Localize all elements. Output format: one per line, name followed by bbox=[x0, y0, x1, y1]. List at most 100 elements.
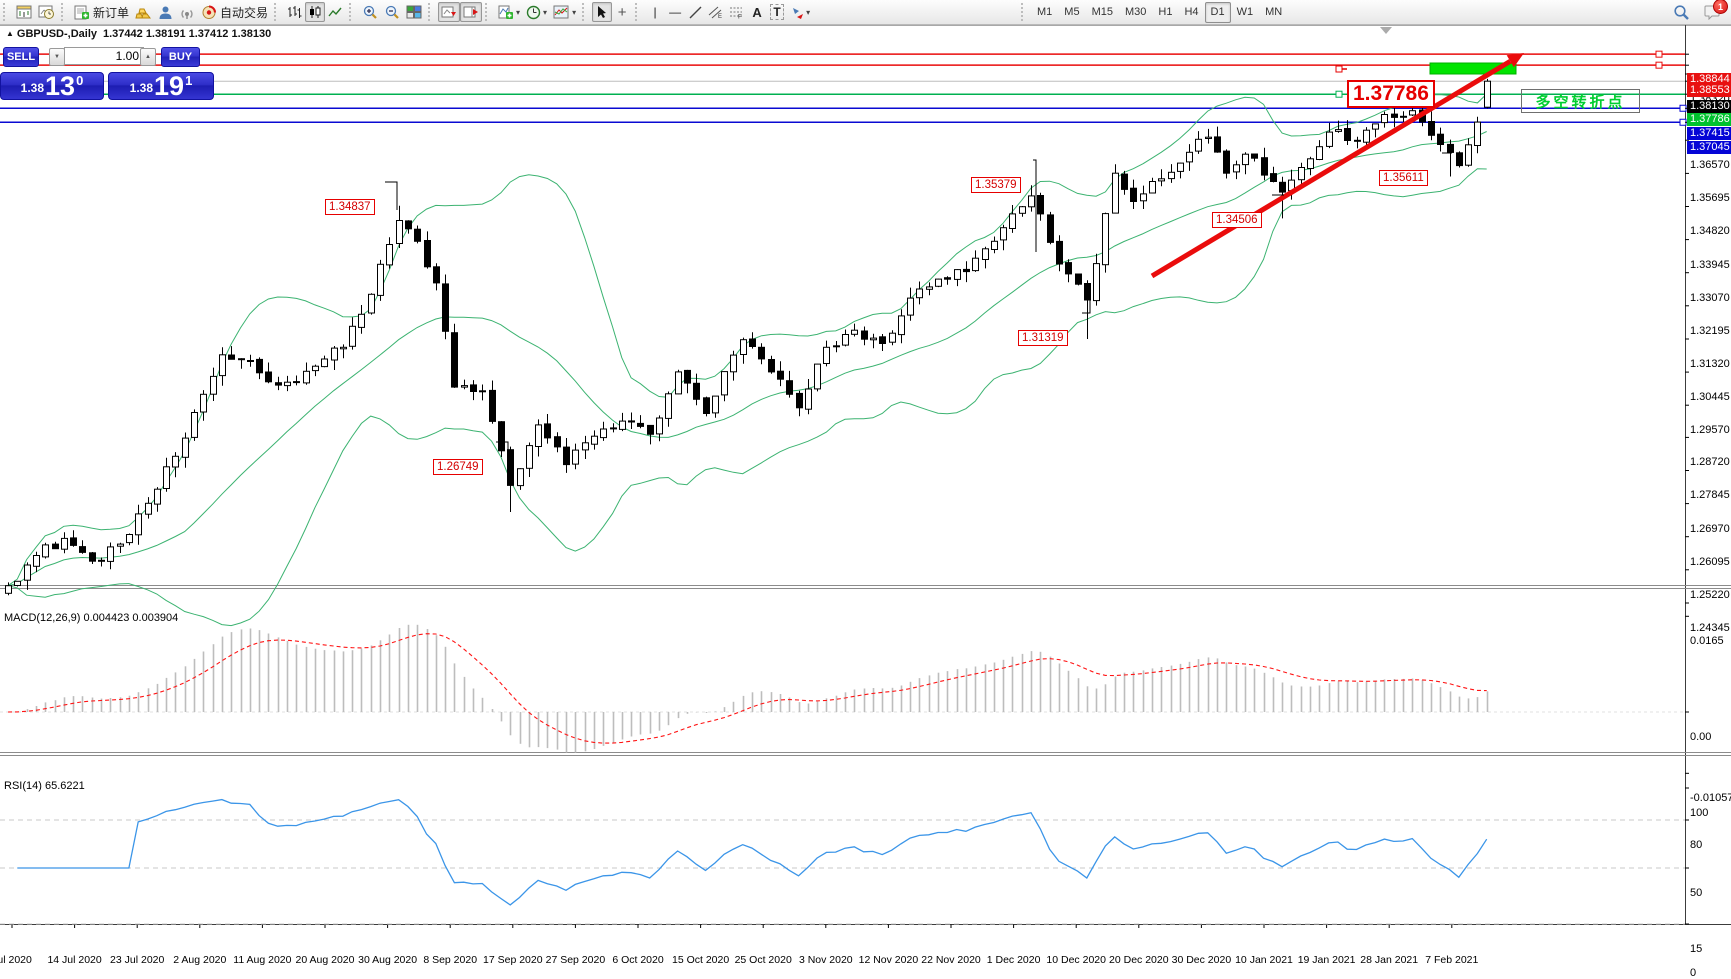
timeframe-button-m1[interactable]: M1 bbox=[1037, 6, 1053, 18]
candlestick-chart-icon bbox=[310, 6, 321, 18]
price-axis-tick: 1.36570 bbox=[1690, 159, 1730, 172]
price-axis-tick: 1.24345 bbox=[1690, 621, 1730, 634]
bar-chart-button[interactable] bbox=[284, 2, 305, 22]
timeframe-button-m15[interactable]: M15 bbox=[1091, 6, 1113, 18]
date-axis-label: 14 Jul 2020 bbox=[47, 954, 102, 966]
rsi-axis-tick: 100 bbox=[1690, 807, 1709, 819]
sell-button[interactable]: SELL bbox=[3, 47, 39, 67]
price-annotation-label[interactable]: 1.31319 bbox=[1018, 330, 1068, 346]
timeframe-button-mn[interactable]: MN bbox=[1265, 6, 1283, 18]
new-chart-button[interactable] bbox=[13, 2, 35, 22]
price-annotation-label[interactable]: 1.35379 bbox=[971, 177, 1021, 193]
toolbar-grip[interactable] bbox=[635, 3, 642, 21]
triangle-down-icon: ▼ bbox=[54, 54, 60, 60]
signals-button[interactable] bbox=[176, 2, 198, 22]
new-order-button[interactable]: 新订单 bbox=[71, 2, 132, 22]
text-tool-button[interactable]: A bbox=[747, 2, 767, 22]
timeframe-button-d1[interactable]: D1 bbox=[1204, 1, 1231, 23]
date-axis-label: 1 Dec 2020 bbox=[986, 954, 1041, 966]
toolbar-grip[interactable] bbox=[61, 3, 68, 21]
price-axis-label-box: 1.38844 bbox=[1687, 72, 1731, 86]
sell-price-display[interactable]: 1.38 13 0 bbox=[0, 72, 104, 100]
timeframe-button-m5[interactable]: M5 bbox=[1064, 6, 1080, 18]
chart-shift-icon bbox=[463, 6, 479, 18]
toolbar-grip[interactable] bbox=[3, 3, 10, 21]
date-axis-label: 6 Oct 2020 bbox=[612, 954, 664, 966]
zoom-in-button[interactable] bbox=[359, 2, 381, 22]
macd-label: MACD(12,26,9) 0.004423 0.003904 bbox=[4, 612, 179, 624]
community-button[interactable] bbox=[155, 2, 176, 22]
price-axis-tick: 1.29570 bbox=[1690, 424, 1730, 437]
notifications-button[interactable]: 1 bbox=[1701, 0, 1728, 22]
crosshair-icon: + bbox=[617, 3, 627, 21]
volume-up-button[interactable]: ▲ bbox=[140, 48, 156, 66]
turning-point-annotation[interactable]: 多空转折点 bbox=[1521, 89, 1640, 113]
candlestick-chart-button[interactable] bbox=[305, 2, 326, 22]
trendline-tool-button[interactable] bbox=[685, 2, 705, 22]
svg-text:F: F bbox=[738, 14, 742, 20]
arrows-tool-button[interactable]: ▾ bbox=[787, 2, 813, 22]
crosshair-tool-button[interactable]: + bbox=[612, 2, 632, 22]
fibonacci-tool-button[interactable]: F bbox=[726, 2, 747, 22]
template-button[interactable]: ▾ bbox=[550, 2, 579, 22]
search-button[interactable] bbox=[1670, 2, 1693, 22]
date-axis-label: 20 Aug 2020 bbox=[295, 954, 355, 966]
line-chart-button[interactable] bbox=[325, 2, 346, 22]
main-toolbar: 新订单 自动交易 ▾ ▾ bbox=[0, 0, 1731, 25]
toolbar-grip[interactable] bbox=[428, 3, 435, 21]
chart-canvas[interactable] bbox=[0, 25, 1731, 943]
price-annotation-label[interactable]: 1.34837 bbox=[325, 199, 375, 215]
cursor-icon bbox=[598, 6, 607, 18]
add-indicator-icon bbox=[498, 5, 514, 19]
auto-scroll-button[interactable] bbox=[438, 2, 461, 22]
zoom-out-button[interactable] bbox=[381, 2, 403, 22]
tile-windows-button[interactable] bbox=[403, 2, 425, 22]
line-chart-icon bbox=[328, 7, 342, 17]
price-annotation-label[interactable]: 1.35611 bbox=[1379, 170, 1428, 186]
notification-badge: 1 bbox=[1713, 0, 1728, 14]
timeframe-button-m30[interactable]: M30 bbox=[1124, 6, 1147, 18]
cursor-tool-button[interactable] bbox=[592, 2, 613, 22]
date-axis-label: Jul 2020 bbox=[0, 954, 32, 966]
price-annotation-label[interactable]: 1.26749 bbox=[433, 459, 483, 475]
price-axis-tick: 1.26095 bbox=[1690, 555, 1730, 568]
date-axis-label: 3 Nov 2020 bbox=[798, 954, 853, 966]
equidistant-channel-icon: E bbox=[708, 6, 722, 19]
chevron-down-icon: ▾ bbox=[516, 7, 521, 17]
date-axis-label: 8 Sep 2020 bbox=[423, 954, 478, 966]
price-annotation-label-main[interactable]: 1.37786 bbox=[1347, 80, 1435, 108]
timeframe-button-h4[interactable]: H4 bbox=[1184, 6, 1199, 18]
chart-shift-button[interactable] bbox=[460, 2, 483, 22]
price-axis-tick: 1.25220 bbox=[1690, 588, 1730, 601]
chart-window[interactable]: ▲ GBPUSD-,Daily 1.37442 1.38191 1.37412 1.… bbox=[0, 25, 1731, 979]
label-tool-button[interactable]: T bbox=[767, 2, 787, 22]
horizontal-line-tool-button[interactable]: — bbox=[665, 2, 685, 22]
toolbar-grip[interactable] bbox=[485, 3, 492, 21]
price-axis-label-box: 1.37786 bbox=[1687, 112, 1731, 126]
date-axis-label: 10 Dec 2020 bbox=[1046, 954, 1106, 966]
vertical-line-tool-button[interactable]: | bbox=[645, 2, 665, 22]
volume-input[interactable]: 1.00 bbox=[64, 47, 144, 65]
price-annotation-label[interactable]: 1.34506 bbox=[1212, 212, 1262, 228]
toolbar-grip[interactable] bbox=[582, 3, 589, 21]
channel-tool-button[interactable]: E bbox=[705, 2, 726, 22]
market-watch-button[interactable] bbox=[132, 2, 155, 22]
toolbar-grip[interactable] bbox=[1021, 3, 1028, 21]
toolbar-grip[interactable] bbox=[349, 3, 356, 21]
timeframe-button-w1[interactable]: W1 bbox=[1236, 6, 1254, 18]
autotrading-icon bbox=[202, 5, 217, 19]
add-indicator-button[interactable]: ▾ bbox=[495, 2, 523, 22]
buy-button[interactable]: BUY bbox=[161, 47, 200, 67]
periods-button[interactable]: ▾ bbox=[523, 2, 550, 22]
price-axis-tick: 1.28720 bbox=[1690, 456, 1730, 469]
chart-title: ▲ GBPUSD-,Daily 1.37442 1.38191 1.37412 1.… bbox=[6, 28, 271, 40]
timeframe-toolbar: M1 M5 M15 M30 H1 H4 D1 W1 MN bbox=[1018, 1, 1288, 23]
price-axis-label-box: 1.38553 bbox=[1687, 83, 1731, 97]
autotrading-button[interactable]: 自动交易 bbox=[198, 2, 271, 22]
new-order-icon bbox=[74, 5, 89, 19]
volume-down-button[interactable]: ▼ bbox=[49, 48, 65, 66]
buy-price-display[interactable]: 1.38 19 1 bbox=[108, 72, 214, 100]
toolbar-grip[interactable] bbox=[274, 3, 281, 21]
timeframe-button-h1[interactable]: H1 bbox=[1158, 6, 1173, 18]
profiles-button[interactable] bbox=[35, 2, 58, 22]
